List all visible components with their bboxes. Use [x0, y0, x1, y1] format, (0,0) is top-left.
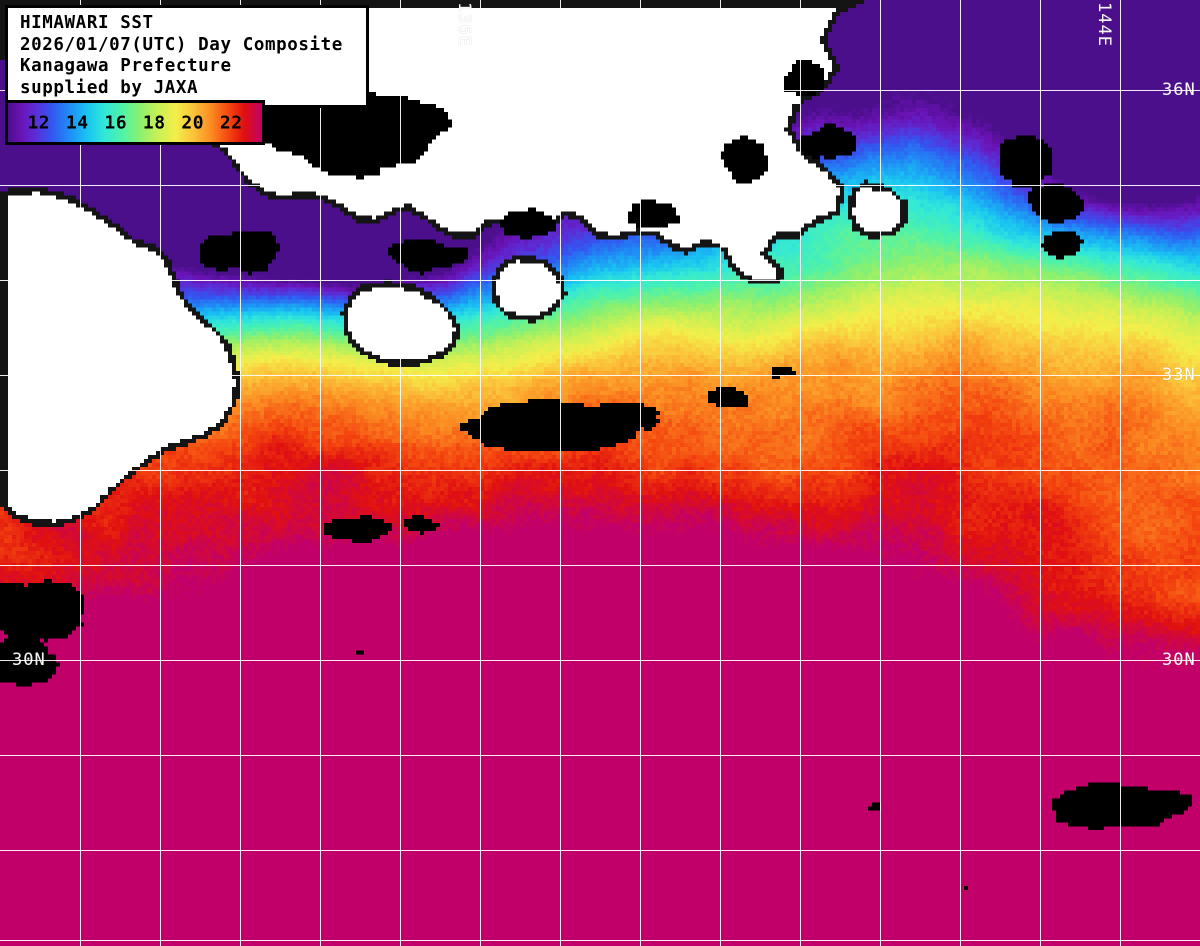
title-box: HIMAWARI SST 2026/01/07(UTC) Day Composi…	[5, 5, 369, 108]
grid-label-30n-5: 30N	[12, 650, 46, 670]
colorbar: 12 14 16 18 20 22	[5, 100, 265, 145]
grid-label-136e-0: 136E	[454, 2, 474, 47]
grid-label-36n-2: 36N	[1162, 80, 1196, 100]
colorbar-tick-22: 22	[219, 112, 243, 133]
gridline-parallel-7	[0, 755, 1200, 756]
colorbar-tick-labels: 12 14 16 18 20 22	[8, 103, 262, 142]
gridline-meridian-8	[720, 0, 721, 946]
grid-label-33n-3: 33N	[1162, 365, 1196, 385]
colorbar-tick-12: 12	[27, 112, 51, 133]
gridline-parallel-6	[0, 660, 1200, 661]
colorbar-tick-20: 20	[181, 112, 205, 133]
gridline-parallel-4	[0, 470, 1200, 471]
title-line-region: Kanagawa Prefecture	[20, 56, 232, 76]
gridline-parallel-8	[0, 850, 1200, 851]
gridline-parallel-3	[0, 375, 1200, 376]
gridline-meridian-5	[480, 0, 481, 946]
gridline-meridian-13	[1120, 0, 1121, 946]
gridline-meridian-9	[800, 0, 801, 946]
gridline-parallel-5	[0, 565, 1200, 566]
colorbar-tick-18: 18	[142, 112, 166, 133]
title-line-supplier: supplied by JAXA	[20, 77, 199, 98]
gridline-parallel-2	[0, 280, 1200, 281]
gridline-parallel-1	[0, 185, 1200, 186]
grid-label-144e-1: 144E	[1094, 2, 1114, 47]
gridline-meridian-4	[400, 0, 401, 946]
gridline-meridian-11	[960, 0, 961, 946]
gridline-meridian-10	[880, 0, 881, 946]
colorbar-tick-14: 14	[65, 112, 89, 133]
gridline-meridian-12	[1040, 0, 1041, 946]
title-line-sensor: HIMAWARI SST	[20, 13, 154, 33]
gridline-meridian-7	[640, 0, 641, 946]
colorbar-gradient	[8, 103, 262, 142]
gridline-meridian-6	[560, 0, 561, 946]
gridline-meridian-3	[320, 0, 321, 946]
grid-label-30n-4: 30N	[1162, 650, 1196, 670]
title-line-datetime: 2026/01/07(UTC) Day Composite	[20, 34, 343, 55]
gridline-parallel-9	[0, 940, 1200, 941]
colorbar-tick-16: 16	[104, 112, 128, 133]
